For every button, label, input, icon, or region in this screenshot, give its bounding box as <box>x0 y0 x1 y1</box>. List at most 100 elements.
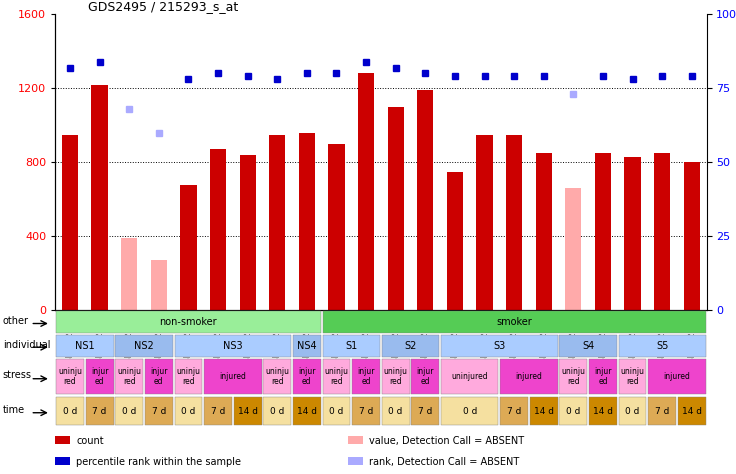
Text: 14 d: 14 d <box>238 407 258 416</box>
Bar <box>116 359 143 394</box>
Bar <box>263 397 291 425</box>
Text: 7 d: 7 d <box>359 407 373 416</box>
Text: 0 d: 0 d <box>462 407 477 416</box>
Bar <box>559 335 617 357</box>
Text: 7 d: 7 d <box>418 407 433 416</box>
Bar <box>382 335 439 357</box>
Text: 0 d: 0 d <box>270 407 284 416</box>
Bar <box>91 84 107 310</box>
Text: count: count <box>76 436 104 446</box>
Bar <box>116 397 143 425</box>
Bar <box>85 359 113 394</box>
Text: injur
ed: injur ed <box>417 367 434 386</box>
Bar <box>352 397 380 425</box>
Bar <box>56 359 84 394</box>
Bar <box>536 153 552 310</box>
Bar <box>210 149 226 310</box>
Bar <box>299 133 315 310</box>
Bar <box>388 107 404 310</box>
Bar <box>293 397 321 425</box>
Bar <box>382 359 410 394</box>
Text: NS1: NS1 <box>75 341 95 351</box>
Text: uninju
red: uninju red <box>265 367 289 386</box>
Bar <box>417 90 434 310</box>
Bar <box>55 436 69 444</box>
Text: 0 d: 0 d <box>566 407 581 416</box>
Text: individual: individual <box>3 340 50 350</box>
Text: injured: injured <box>219 373 247 381</box>
Bar <box>293 335 321 357</box>
Text: rank, Detection Call = ABSENT: rank, Detection Call = ABSENT <box>369 457 520 467</box>
Text: 7 d: 7 d <box>93 407 107 416</box>
Bar <box>565 188 581 310</box>
Text: NS3: NS3 <box>223 341 243 351</box>
Text: 7 d: 7 d <box>210 407 225 416</box>
Text: value, Detection Call = ABSENT: value, Detection Call = ABSENT <box>369 436 524 446</box>
Bar <box>85 397 113 425</box>
Text: percentile rank within the sample: percentile rank within the sample <box>76 457 241 467</box>
Text: 14 d: 14 d <box>297 407 317 416</box>
Bar <box>506 135 523 310</box>
Bar <box>382 397 410 425</box>
Bar <box>328 144 344 310</box>
Text: uninju
red: uninju red <box>562 367 585 386</box>
Bar <box>174 335 291 357</box>
Bar <box>441 359 498 394</box>
Text: uninju
red: uninju red <box>325 367 348 386</box>
Text: uninju
red: uninju red <box>383 367 408 386</box>
Bar <box>348 436 363 444</box>
Text: stress: stress <box>3 370 32 380</box>
Text: injured: injured <box>515 373 542 381</box>
Text: NS4: NS4 <box>297 341 316 351</box>
Bar <box>204 359 261 394</box>
Bar <box>411 359 439 394</box>
Text: 14 d: 14 d <box>534 407 553 416</box>
Bar <box>441 335 558 357</box>
Text: S2: S2 <box>404 341 417 351</box>
Text: injur
ed: injur ed <box>594 367 612 386</box>
Text: uninjured: uninjured <box>451 373 488 381</box>
Text: 0 d: 0 d <box>626 407 640 416</box>
Bar <box>411 397 439 425</box>
Bar <box>145 397 173 425</box>
Text: S3: S3 <box>493 341 506 351</box>
Bar <box>322 335 380 357</box>
Bar <box>619 335 706 357</box>
Bar <box>648 397 676 425</box>
Text: 7 d: 7 d <box>655 407 669 416</box>
Bar <box>500 359 558 394</box>
Text: 0 d: 0 d <box>181 407 196 416</box>
Bar <box>654 153 670 310</box>
Bar <box>619 397 646 425</box>
Text: uninju
red: uninju red <box>117 367 141 386</box>
Text: 0 d: 0 d <box>63 407 77 416</box>
Bar <box>678 397 706 425</box>
Bar <box>56 335 113 357</box>
Bar <box>589 397 617 425</box>
Bar <box>322 397 350 425</box>
Bar <box>447 172 463 310</box>
Text: uninju
red: uninju red <box>620 367 645 386</box>
Text: S4: S4 <box>582 341 594 351</box>
Text: uninju
red: uninju red <box>177 367 200 386</box>
Bar <box>476 135 492 310</box>
Bar <box>500 397 528 425</box>
Bar <box>322 359 350 394</box>
Bar <box>180 184 197 310</box>
Bar <box>624 157 640 310</box>
Bar <box>234 397 261 425</box>
Text: uninju
red: uninju red <box>58 367 82 386</box>
Bar <box>116 335 173 357</box>
Text: injur
ed: injur ed <box>357 367 375 386</box>
Text: non-smoker: non-smoker <box>160 317 217 328</box>
Bar <box>348 457 363 465</box>
Bar <box>56 397 84 425</box>
Text: other: other <box>3 316 29 326</box>
Bar <box>684 163 700 310</box>
Bar <box>204 397 232 425</box>
Text: 0 d: 0 d <box>389 407 403 416</box>
Bar <box>56 311 321 333</box>
Text: 7 d: 7 d <box>152 407 166 416</box>
Bar <box>62 135 78 310</box>
Bar <box>269 135 286 310</box>
